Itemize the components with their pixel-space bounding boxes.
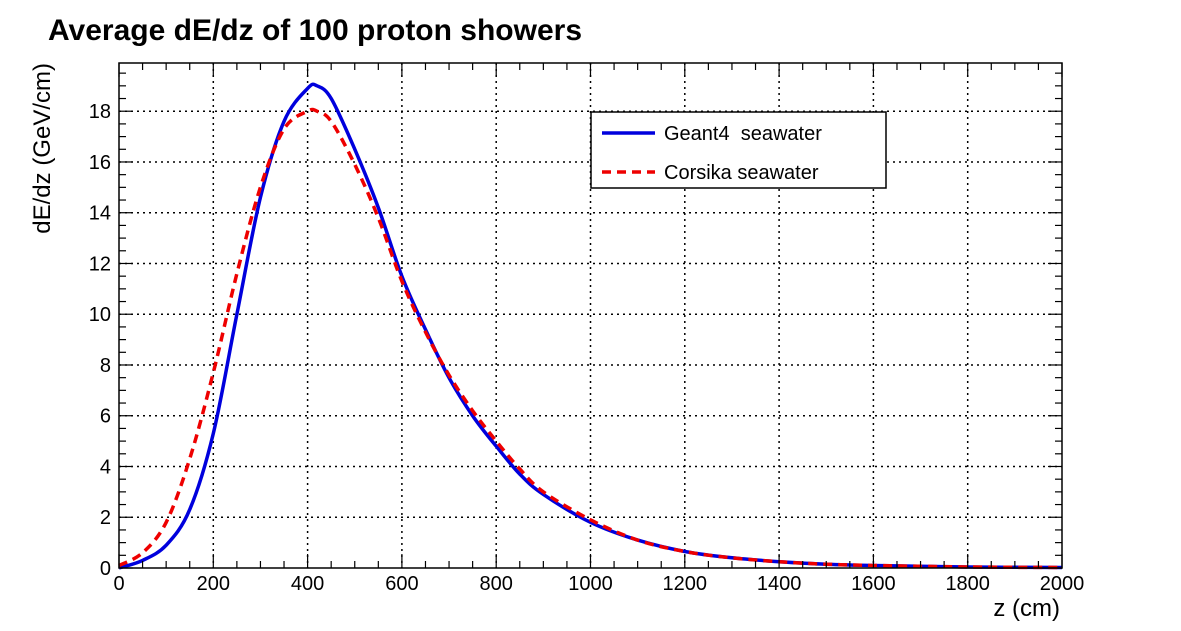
- x-tick-label: 2000: [1040, 573, 1085, 595]
- x-tick-label: 1400: [757, 573, 802, 595]
- y-tick-label: 10: [89, 304, 111, 326]
- y-tick-label: 12: [89, 253, 111, 275]
- y-tick-label: 4: [100, 456, 111, 478]
- x-tick-label: 1000: [568, 573, 613, 595]
- legend: Geant4 seawater Corsika seawater: [590, 111, 887, 189]
- chart-title: Average dE/dz of 100 proton showers: [48, 14, 582, 47]
- x-tick-label: 800: [480, 573, 513, 595]
- x-tick-label: 1200: [663, 573, 708, 595]
- y-tick-label: 18: [89, 101, 111, 123]
- y-tick-label: 14: [89, 203, 111, 225]
- y-axis-label: dE/dz (GeV/cm): [29, 63, 56, 234]
- y-tick-label: 8: [100, 355, 111, 377]
- x-tick-label: 400: [291, 573, 324, 595]
- y-tick-label: 6: [100, 406, 111, 428]
- x-tick-label: 200: [197, 573, 230, 595]
- y-tick-label: 16: [89, 152, 111, 174]
- legend-label-corsika: Corsika seawater: [664, 162, 819, 184]
- x-tick-label: 1600: [851, 573, 896, 595]
- legend-label-geant4: Geant4 seawater: [664, 123, 822, 145]
- y-tick-label: 0: [100, 558, 111, 580]
- y-tick-label: 2: [100, 507, 111, 529]
- x-tick-label: 600: [385, 573, 418, 595]
- series-group: [118, 82, 1063, 570]
- x-tick-label: 0: [113, 573, 124, 595]
- axis-ticks: 0 200 400 600 800 1000 1200 1400 1600 1800 2000 0 2 4…: [89, 63, 1085, 595]
- legend-box: [590, 111, 887, 189]
- x-axis-label: z (cm): [993, 595, 1060, 622]
- series-line-corsika: [118, 107, 1063, 570]
- x-tick-label: 1800: [945, 573, 990, 595]
